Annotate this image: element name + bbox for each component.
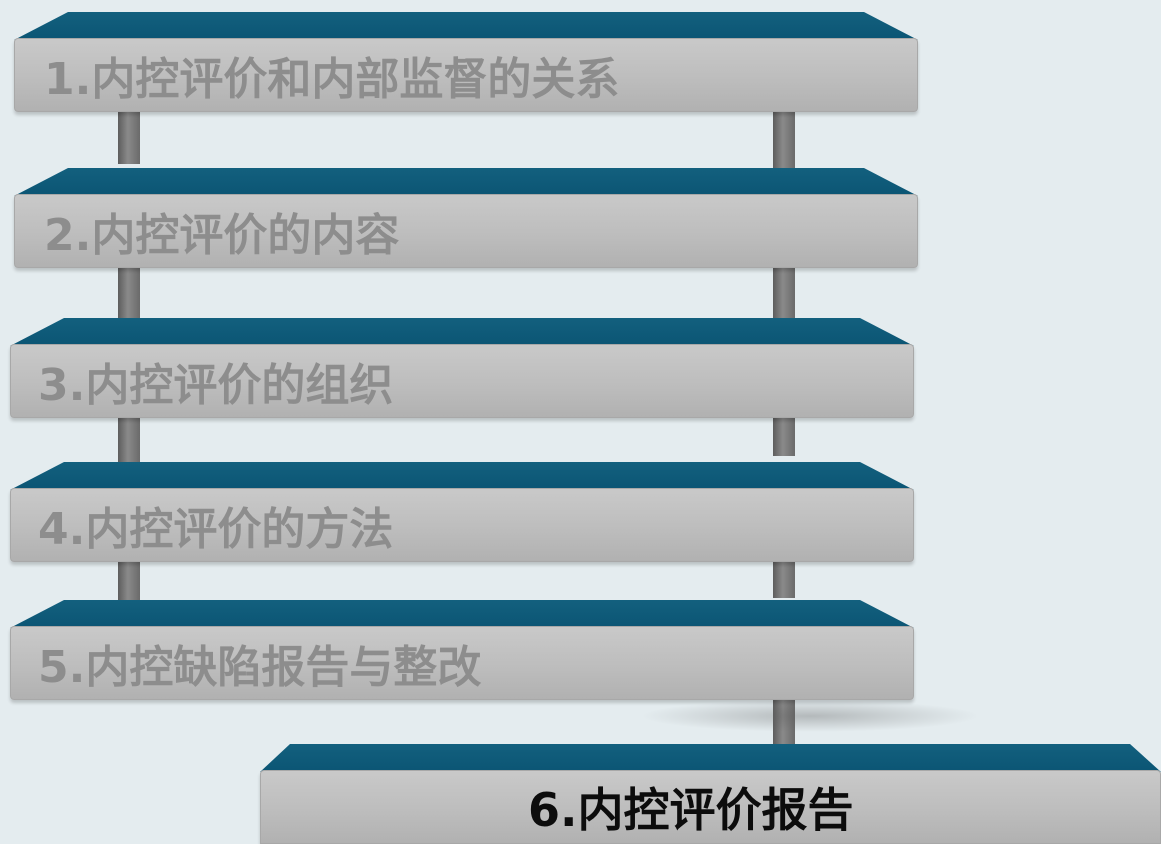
connector-post-left-1	[118, 106, 140, 164]
step-label: 2.内控评价的内容	[44, 210, 400, 261]
step-label: 5.内控缺陷报告与整改	[38, 642, 482, 693]
step-top-face	[14, 168, 918, 196]
step-1: 1.内控评价和内部监督的关系	[14, 12, 918, 112]
step-front-face	[10, 626, 914, 700]
step-top-face	[10, 462, 914, 490]
step-top-face	[10, 600, 914, 628]
step-label-active: 6.内控评价报告	[528, 783, 854, 837]
connector-post-left-4	[118, 560, 140, 600]
connector-post-right-3	[773, 416, 795, 456]
drop-shadow	[640, 700, 980, 732]
connector-post-left-3	[118, 416, 140, 466]
step-front-face	[10, 488, 914, 562]
step-label: 1.内控评价和内部监督的关系	[44, 54, 620, 105]
step-4: 4.内控评价的方法	[10, 462, 914, 562]
connector-post-right-2	[773, 266, 795, 326]
step-top-face	[260, 744, 1161, 772]
step-front-face	[14, 194, 918, 268]
step-5: 5.内控缺陷报告与整改	[10, 600, 914, 700]
connector-post-right-5	[773, 694, 795, 748]
step-top-face	[10, 318, 914, 346]
step-front-face	[260, 770, 1161, 844]
connector-post-left-2	[118, 266, 140, 320]
step-2: 2.内控评价的内容	[14, 168, 918, 268]
step-front-face	[14, 38, 918, 112]
step-label: 3.内控评价的组织	[38, 360, 394, 411]
step-6: 6.内控评价报告	[260, 744, 1161, 844]
step-top-face	[14, 12, 918, 40]
connector-post-right-1	[773, 106, 795, 172]
step-3: 3.内控评价的组织	[10, 318, 914, 418]
connector-post-right-4	[773, 560, 795, 598]
step-front-face	[10, 344, 914, 418]
step-label: 4.内控评价的方法	[38, 504, 394, 555]
